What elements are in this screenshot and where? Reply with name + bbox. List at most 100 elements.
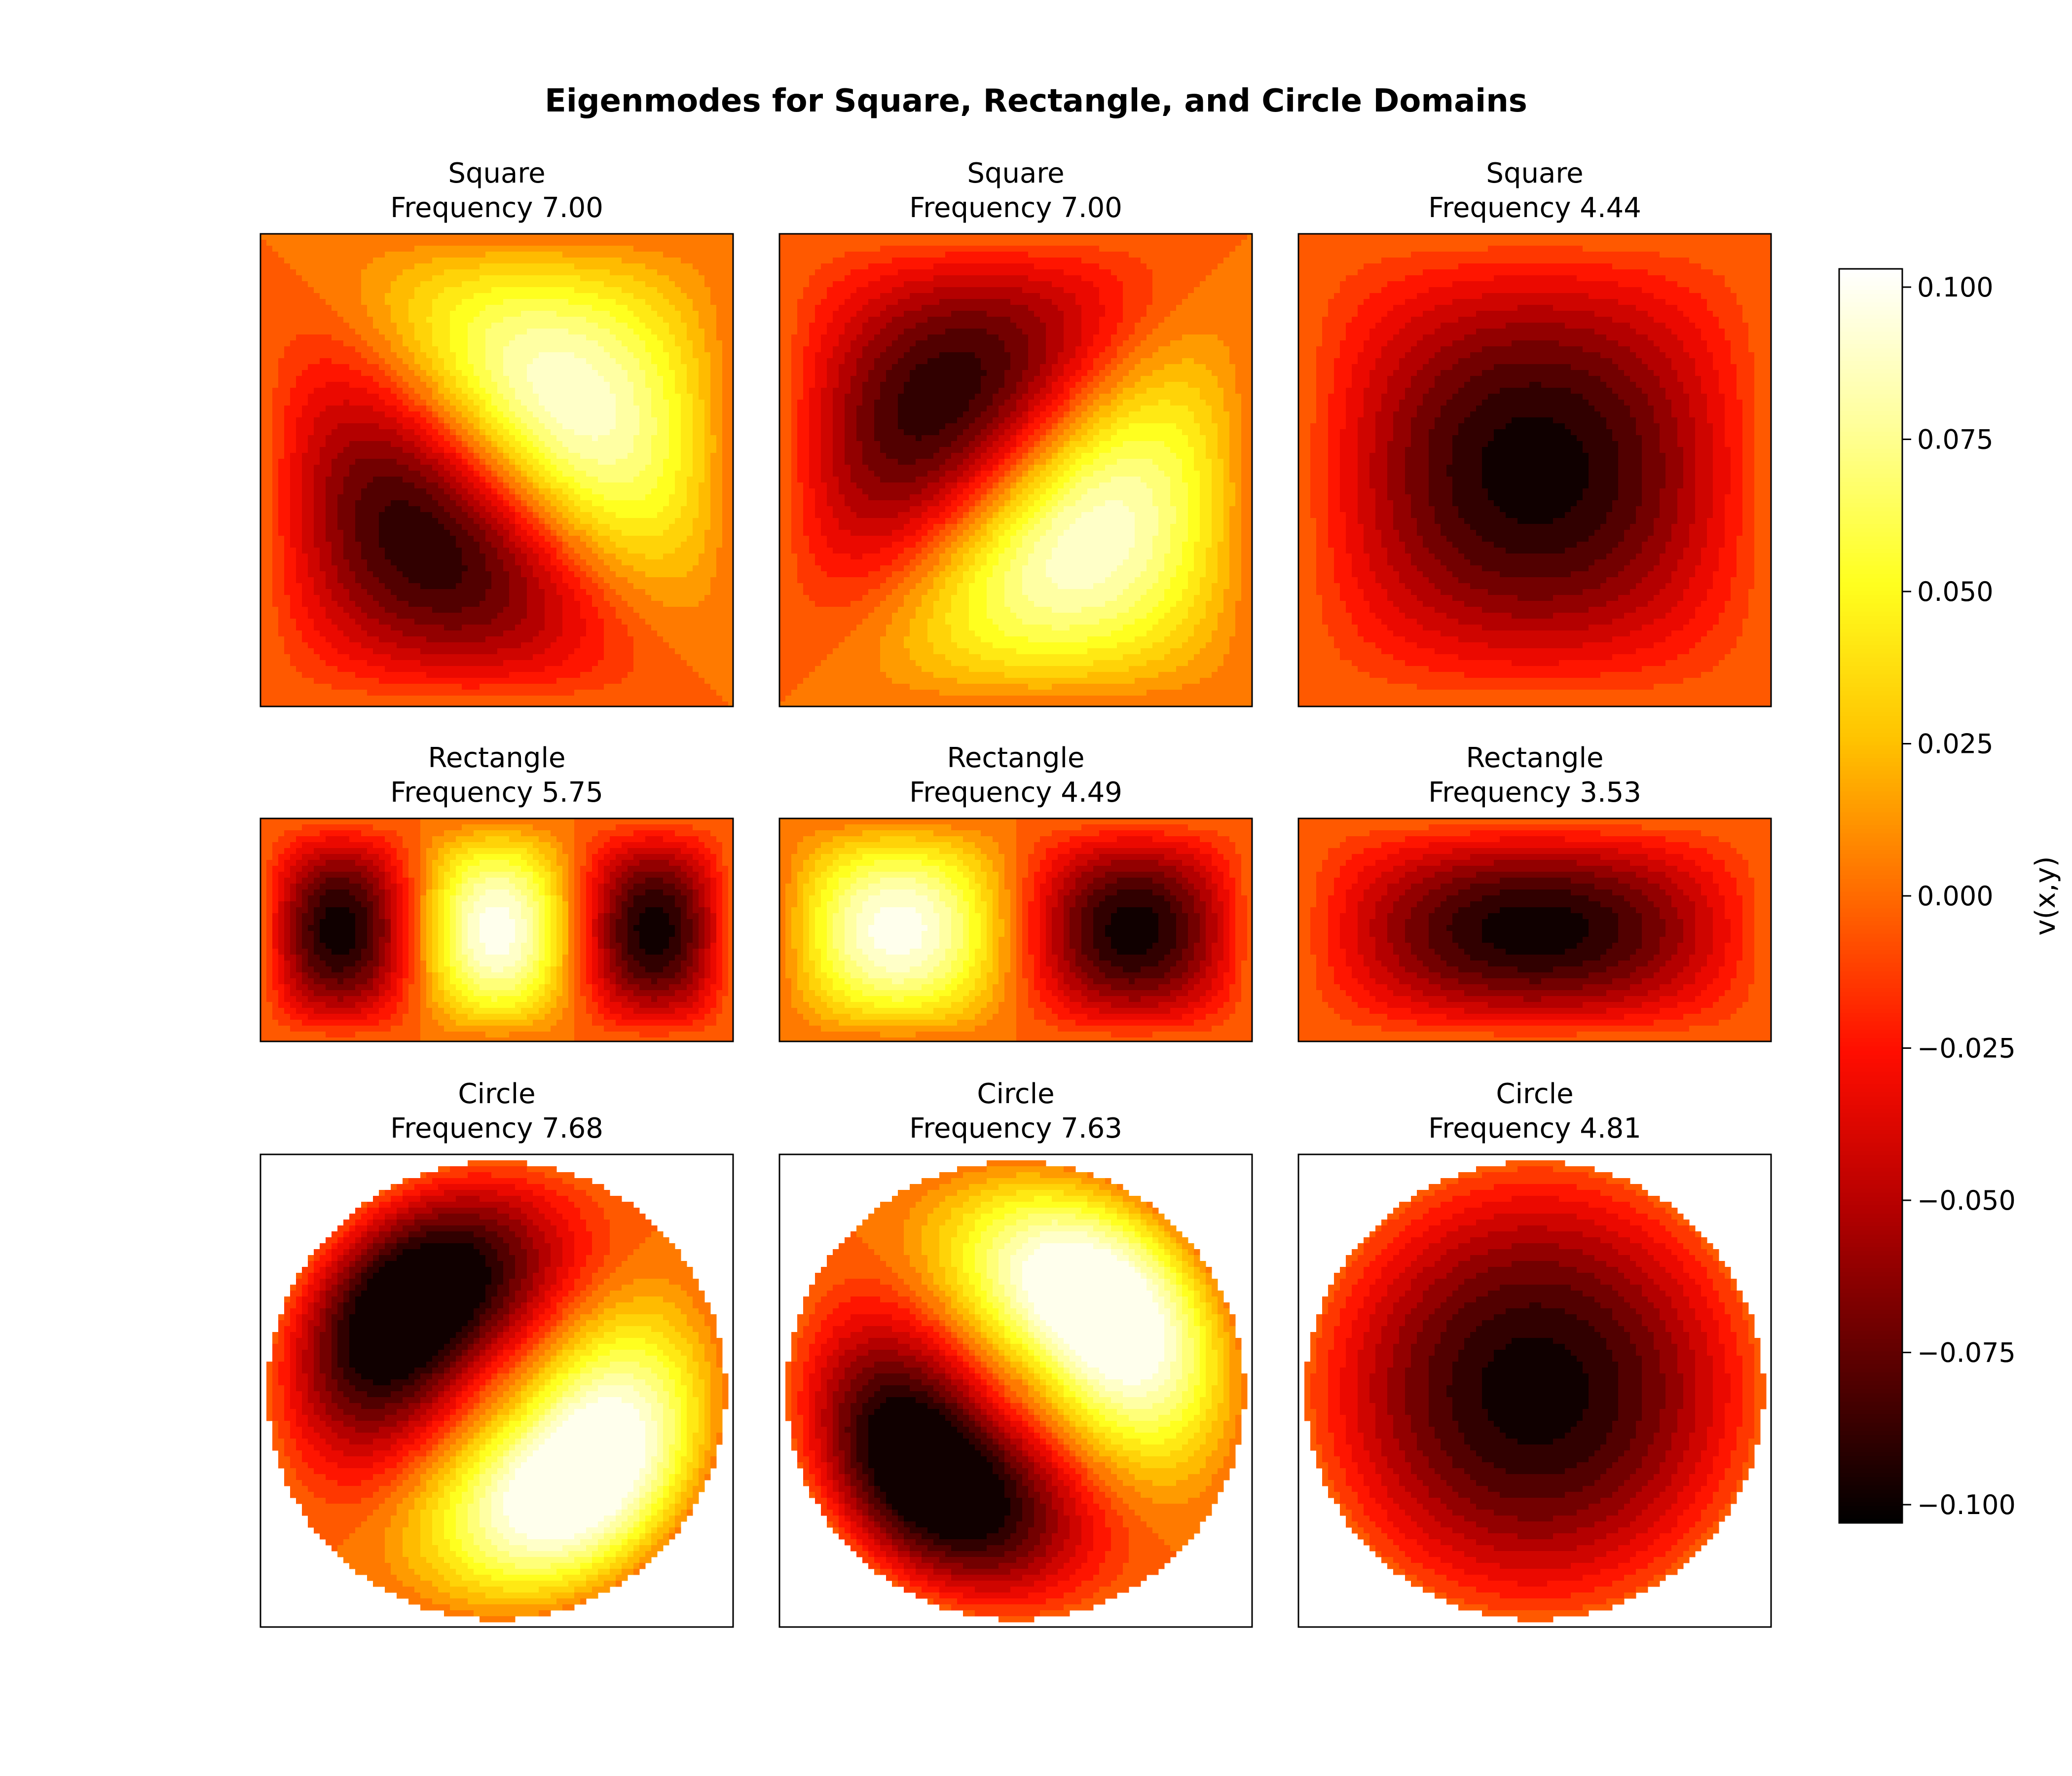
field-cell [414,524,421,530]
field-cell [580,559,587,566]
field-cell [651,512,658,518]
field-cell [284,406,291,412]
field-cell [326,240,332,246]
field-cell [533,317,539,323]
field-cell [681,423,687,430]
field-cell [669,287,675,294]
field-cell [521,548,527,554]
field-cell [687,364,693,370]
field-cell [669,275,675,282]
field-cell [592,459,598,465]
field-cell [651,423,658,430]
field-cell [355,482,362,489]
field-cell [438,317,444,323]
field-cell [266,571,273,578]
field-cell [272,406,279,412]
field-cell [391,323,397,329]
field-cell [669,482,675,489]
field-cell [527,406,533,412]
field-cell [663,488,669,495]
field-cell [562,482,569,489]
field-cell [438,482,444,489]
field-cell [302,524,308,530]
field-cell [308,589,314,595]
field-cell [343,453,350,459]
field-cell [503,500,510,507]
field-cell [693,441,699,447]
field-cell [645,287,652,294]
field-cell [574,524,581,530]
field-cell [485,447,492,453]
field-cell [568,346,575,353]
field-cell [693,565,699,572]
field-cell [622,435,628,442]
field-cell [308,275,314,282]
field-cell [426,252,433,258]
field-cell [515,494,521,501]
field-cell [533,346,539,353]
field-cell [278,524,285,530]
field-cell [332,240,338,246]
field-cell [509,364,516,370]
field-cell [699,388,705,394]
field-cell [284,542,291,548]
field-cell [462,400,468,406]
field-cell [349,536,356,542]
field-cell [326,542,332,548]
field-cell [663,406,669,412]
field-cell [586,589,592,595]
field-cell [716,482,723,489]
field-cell [403,370,409,376]
field-cell [367,601,373,607]
field-cell [669,595,675,601]
field-cell [533,530,539,536]
field-cell [408,258,415,264]
field-cell [450,364,456,370]
field-cell [497,346,504,353]
field-cell [485,465,492,471]
field-cell [604,340,610,347]
field-cell [426,406,433,412]
field-cell [693,329,699,335]
field-cell [426,400,433,406]
field-cell [391,559,397,566]
field-cell [326,577,332,584]
field-cell [349,358,356,365]
field-cell [639,577,646,584]
field-cell [568,554,575,560]
field-cell [302,269,308,276]
field-cell [385,589,391,595]
field-cell [284,536,291,542]
field-cell [728,571,734,578]
field-cell [616,423,622,430]
field-cell [663,346,669,353]
field-cell [669,317,675,323]
field-cell [580,329,587,335]
field-cell [509,548,516,554]
field-cell [308,512,314,518]
field-cell [260,305,267,311]
field-cell [456,447,462,453]
field-cell [260,334,267,341]
field-cell [284,394,291,400]
field-cell [663,281,669,288]
field-cell [474,340,480,347]
field-cell [278,518,285,524]
field-cell [651,346,658,353]
field-cell [639,471,646,477]
field-cell [568,542,575,548]
field-cell [332,346,338,353]
field-cell [284,234,291,240]
field-cell [497,263,504,270]
field-cell [355,571,362,578]
field-cell [391,246,397,252]
field-cell [651,417,658,424]
field-cell [622,554,628,560]
field-cell [633,240,640,246]
field-cell [704,334,711,341]
field-cell [320,595,326,601]
field-cell [308,281,314,288]
field-cell [580,269,587,276]
field-cell [426,394,433,400]
field-cell [604,411,610,418]
